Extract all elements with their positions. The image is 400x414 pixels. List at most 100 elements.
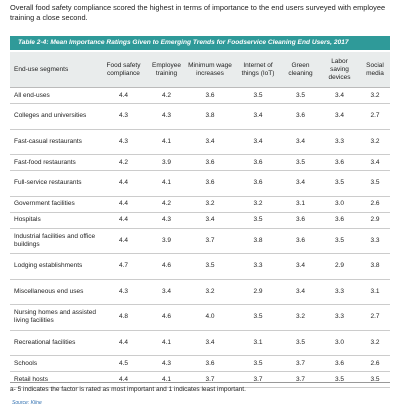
table-row: Fast-casual restaurants 4.3 4.1 3.4 3.4 3.4 3.… [10,129,390,155]
rating-cell: 3.5 [319,228,360,254]
rating-cell: 3.4 [186,129,234,155]
rating-cell: 3.5 [360,170,390,197]
segment-name: Full-service restaurants [10,170,100,197]
rating-cell: 3.2 [360,87,390,104]
segment-name: Colleges and universities [10,103,100,130]
rating-cell: 3.5 [282,330,319,356]
source: Source: Kline [12,400,42,406]
table-row: Lodging establishments 4.7 4.6 3.5 3.3 3.4 2.9… [10,253,390,280]
table-row: Fast-food restaurants 4.2 3.9 3.6 3.6 3.5 3.6 3… [10,154,390,171]
column-header: Internet of things (IoT) [234,52,282,88]
rating-cell: 3.2 [360,330,390,356]
segment-name: Fast-food restaurants [10,154,100,171]
table-row: Miscellaneous end uses 4.3 3.4 3.2 2.9 3.4 3.3… [10,279,390,305]
column-header: Minimum wage increases [186,52,234,88]
rating-cell: 4.3 [100,103,147,130]
rating-cell: 3.1 [234,330,282,356]
rating-cell: 4.1 [147,129,186,155]
rating-cell: 3.3 [360,228,390,254]
rating-cell: 3.6 [186,355,234,372]
rating-cell: 4.3 [147,103,186,130]
rating-cell: 3.5 [234,355,282,372]
rating-cell: 4.4 [100,330,147,356]
table-row: Colleges and universities 4.3 4.3 3.8 3.4 3.6… [10,103,390,130]
rating-cell: 3.7 [186,371,234,388]
rating-cell: 4.2 [147,87,186,104]
data-table: End-use segments Food safety compliance Em… [10,52,390,388]
rating-cell: 3.7 [234,371,282,388]
rating-cell: 3.4 [282,279,319,305]
segment-name: Recreational facilities [10,330,100,356]
rating-cell: 4.4 [100,170,147,197]
rating-cell: 4.3 [100,129,147,155]
rating-cell: 4.7 [100,253,147,280]
rating-cell: 3.4 [147,279,186,305]
rating-cell: 3.2 [186,196,234,213]
rating-cell: 3.2 [360,129,390,155]
rating-cell: 3.2 [234,196,282,213]
rating-cell: 3.0 [319,330,360,356]
segment-name: Retail hosts [10,371,100,388]
rating-cell: 3.4 [234,129,282,155]
rating-cell: 3.5 [234,304,282,331]
rating-cell: 2.6 [360,196,390,213]
rating-cell: 3.5 [234,212,282,229]
rating-cell: 3.6 [234,170,282,197]
rating-cell: 3.5 [360,371,390,388]
rating-cell: 3.7 [186,228,234,254]
rating-cell: 3.9 [147,228,186,254]
rating-cell: 3.4 [282,253,319,280]
segment-name: Nursing homes and assisted living facili… [10,304,100,331]
header-row: End-use segments Food safety compliance Em… [10,52,390,88]
rating-cell: 3.3 [319,279,360,305]
rating-cell: 3.5 [319,371,360,388]
rating-cell: 2.6 [360,355,390,372]
rating-cell: 3.0 [319,196,360,213]
rating-cell: 4.4 [100,87,147,104]
rating-cell: 4.3 [147,212,186,229]
rating-cell: 2.7 [360,304,390,331]
rating-cell: 3.2 [282,304,319,331]
rating-cell: 3.6 [186,87,234,104]
table-row: Full-service restaurants 4.4 4.1 3.6 3.6 3.4 3… [10,170,390,197]
rating-cell: 3.9 [147,154,186,171]
rating-cell: 3.5 [282,154,319,171]
rating-cell: 4.3 [147,355,186,372]
rating-cell: 4.0 [186,304,234,331]
rating-cell: 3.4 [319,87,360,104]
rating-cell: 2.7 [360,103,390,130]
rating-cell: 3.4 [360,154,390,171]
segment-name: All end-uses [10,87,100,104]
rating-cell: 3.6 [319,212,360,229]
rating-cell: 4.1 [147,330,186,356]
rating-cell: 3.7 [282,371,319,388]
rating-cell: 3.3 [234,253,282,280]
segment-name: Lodging establishments [10,253,100,280]
rating-cell: 2.9 [360,212,390,229]
rating-cell: 3.7 [282,355,319,372]
segment-name: Industrial facilities and office buildin… [10,228,100,254]
table-row: All end-uses 4.4 4.2 3.6 3.5 3.5 3.4 3.2 [10,87,390,104]
table-row: Industrial facilities and office buildin… [10,228,390,254]
table-row: Hospitals 4.4 4.3 3.4 3.5 3.6 3.6 2.9 [10,212,390,229]
rating-cell: 3.6 [282,103,319,130]
segment-name: Government facilities [10,196,100,213]
rating-cell: 4.5 [100,355,147,372]
rating-cell: 3.2 [186,279,234,305]
intro-text: Overall food safety compliance scored th… [10,3,386,22]
column-header: End-use segments [10,52,100,88]
segment-name: Hospitals [10,212,100,229]
rating-cell: 3.1 [360,279,390,305]
table-row: Retail hosts 4.4 4.1 3.7 3.7 3.7 3.5 3.5 [10,371,390,388]
rating-cell: 3.4 [186,212,234,229]
rating-cell: 3.5 [319,170,360,197]
rating-cell: 4.1 [147,170,186,197]
rating-cell: 3.5 [282,87,319,104]
table-row: Government facilities 4.4 4.2 3.2 3.2 3.1 3.0 2… [10,196,390,213]
rating-cell: 3.6 [282,212,319,229]
rating-cell: 3.3 [319,304,360,331]
rating-cell: 3.8 [186,103,234,130]
rating-cell: 3.6 [186,170,234,197]
rating-cell: 4.6 [147,253,186,280]
